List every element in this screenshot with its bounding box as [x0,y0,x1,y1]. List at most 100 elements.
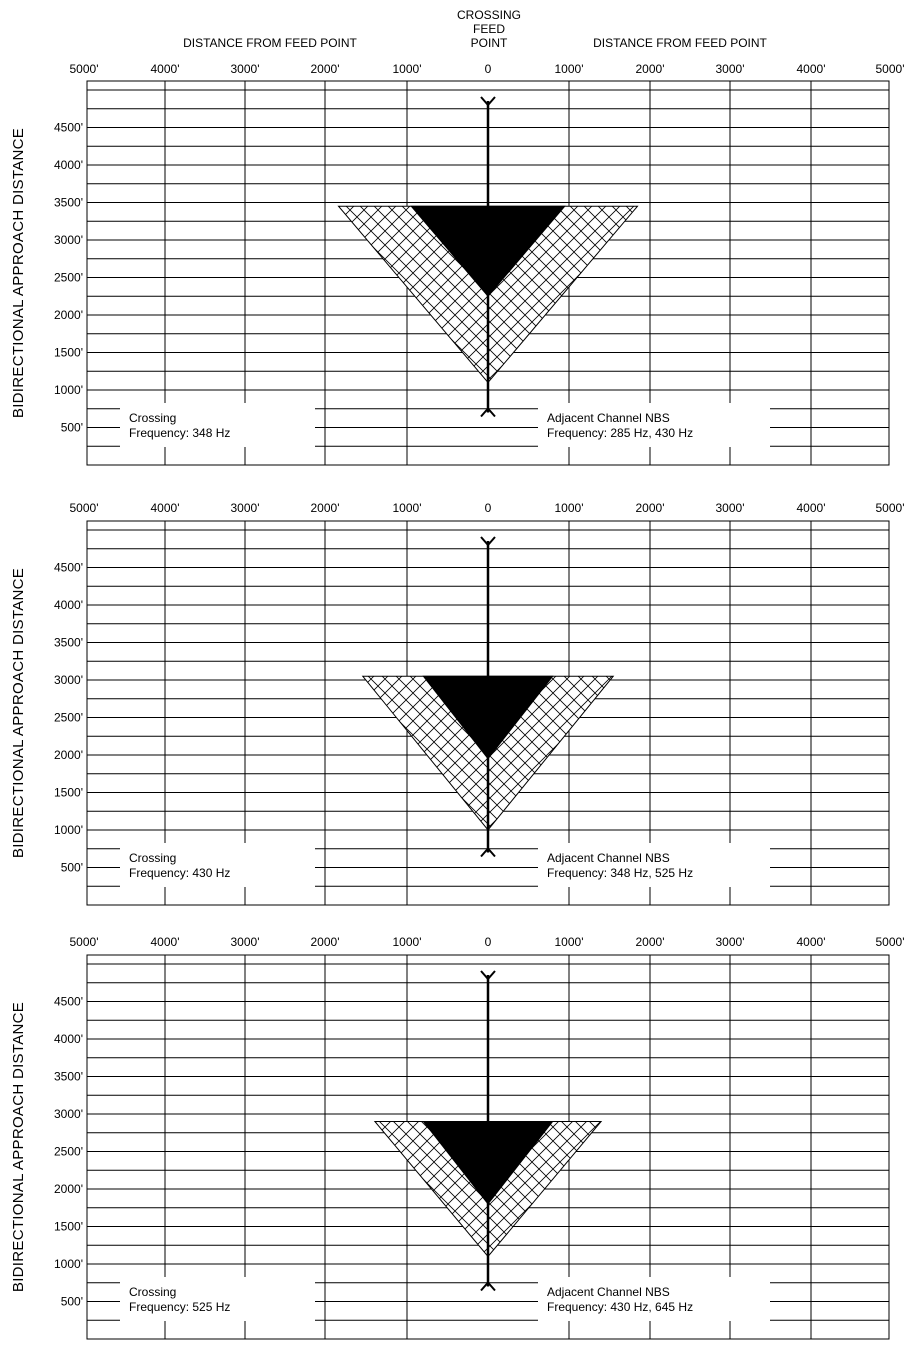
x-tick-label: 4000' [797,501,826,515]
crossing-note-box [120,1277,315,1321]
x-tick-label: 3000' [231,501,260,515]
panel-3: 5000' 4000' 3000' 2000' 1000' 0 1000' 2000' 3000… [10,935,905,1340]
x-tick-label: 0 [485,935,492,949]
y-tick-label: 4500' [54,121,83,135]
crossing-label: Crossing [129,1285,176,1299]
panel-frame [86,520,890,906]
x-tick-label: 5000' [876,62,905,76]
top-arrow-head [480,96,496,107]
crossing-frequency: Frequency: 525 Hz [129,1300,230,1314]
panel-1: 5000' 4000' 3000' 2000' 1000' 0 1000' 2000' 3000… [10,62,905,466]
adjacent-note-box [538,403,770,447]
x-tick-label: 1000' [555,62,584,76]
x-tick-label: 5000' [876,935,905,949]
x-tick-label: 0 [485,501,492,515]
y-axis-label: BIDIRECTIONAL APPROACH DISTANCE [10,128,27,418]
crossing-note-box [120,403,315,447]
panel-frame [86,954,890,1340]
x-tick-label: 3000' [231,935,260,949]
adjacent-channel-frequency: Frequency: 430 Hz, 645 Hz [547,1300,693,1314]
crossing-frequency: Frequency: 348 Hz [129,426,230,440]
y-tick-label: 2000' [54,1182,83,1196]
x-tick-label: 5000' [70,935,99,949]
top-arrow-head [480,970,496,981]
x-tick-label: 0 [485,62,492,76]
x-tick-label: 3000' [716,501,745,515]
panels-group: 5000' 4000' 3000' 2000' 1000' 0 1000' 2000' 3000… [10,62,905,1340]
y-tick-label: 500' [61,1295,83,1309]
y-tick-label: 4500' [54,561,83,575]
y-tick-label: 1000' [54,383,83,397]
x-tick-label: 2000' [311,62,340,76]
adjacent-note-box [538,843,770,887]
crossing-label: Crossing [129,411,176,425]
x-tick-label: 2000' [636,501,665,515]
right-distance-label: DISTANCE FROM FEED POINT [593,36,767,50]
y-tick-label: 3000' [54,673,83,687]
panel-frame [86,80,890,466]
adjacent-channel-label: Adjacent Channel NBS [547,411,670,425]
adjacent-channel-frequency: Frequency: 285 Hz, 430 Hz [547,426,693,440]
y-tick-label: 2000' [54,308,83,322]
adjacent-channel-label: Adjacent Channel NBS [547,851,670,865]
y-tick-label: 1500' [54,346,83,360]
y-tick-label: 1000' [54,1257,83,1271]
adjacent-channel-frequency: Frequency: 348 Hz, 525 Hz [547,866,693,880]
x-tick-label: 1000' [393,935,422,949]
y-axis-label: BIDIRECTIONAL APPROACH DISTANCE [10,568,27,858]
y-tick-label: 1500' [54,1220,83,1234]
x-tick-label: 2000' [636,62,665,76]
x-tick-label: 4000' [797,935,826,949]
crossing-feed-point-line-3: POINT [471,36,508,50]
x-tick-label: 5000' [70,501,99,515]
y-tick-label: 500' [61,421,83,435]
y-tick-label: 4500' [54,995,83,1009]
y-tick-label: 4000' [54,1032,83,1046]
crossing-note-box [120,843,315,887]
crossing-feed-point-line-1: CROSSING [457,8,521,22]
x-tick-label: 3000' [716,935,745,949]
panel-2: 5000' 4000' 3000' 2000' 1000' 0 1000' 2000' 3000… [10,501,905,906]
x-tick-label: 1000' [555,935,584,949]
y-tick-label: 2500' [54,271,83,285]
left-distance-label: DISTANCE FROM FEED POINT [183,36,357,50]
x-tick-label: 3000' [231,62,260,76]
y-tick-label: 2000' [54,748,83,762]
x-tick-label: 2000' [311,935,340,949]
bottom-arrow-head [480,406,496,418]
y-tick-label: 3500' [54,196,83,210]
x-tick-label: 4000' [797,62,826,76]
x-tick-label: 1000' [555,501,584,515]
x-tick-label: 4000' [151,62,180,76]
crossing-feed-point-line-2: FEED [473,22,505,36]
x-tick-label: 2000' [311,501,340,515]
x-tick-label: 2000' [636,935,665,949]
adjacent-channel-label: Adjacent Channel NBS [547,1285,670,1299]
y-tick-label: 3500' [54,1070,83,1084]
adjacent-note-box [538,1277,770,1321]
bottom-arrow-head [480,1280,496,1292]
x-tick-label: 3000' [716,62,745,76]
y-tick-label: 4000' [54,598,83,612]
top-arrow-head [480,536,496,547]
y-tick-label: 3000' [54,233,83,247]
x-tick-label: 1000' [393,501,422,515]
y-tick-label: 500' [61,861,83,875]
bottom-arrow-head [480,846,496,858]
x-tick-label: 5000' [876,501,905,515]
x-tick-label: 4000' [151,501,180,515]
x-tick-label: 1000' [393,62,422,76]
y-tick-label: 1000' [54,823,83,837]
y-tick-label: 4000' [54,158,83,172]
y-tick-label: 3500' [54,636,83,650]
y-axis-label: BIDIRECTIONAL APPROACH DISTANCE [10,1002,27,1292]
y-tick-label: 3000' [54,1107,83,1121]
y-tick-label: 1500' [54,786,83,800]
crossing-frequency: Frequency: 430 Hz [129,866,230,880]
x-tick-label: 4000' [151,935,180,949]
y-tick-label: 2500' [54,711,83,725]
crossing-label: Crossing [129,851,176,865]
x-tick-label: 5000' [70,62,99,76]
